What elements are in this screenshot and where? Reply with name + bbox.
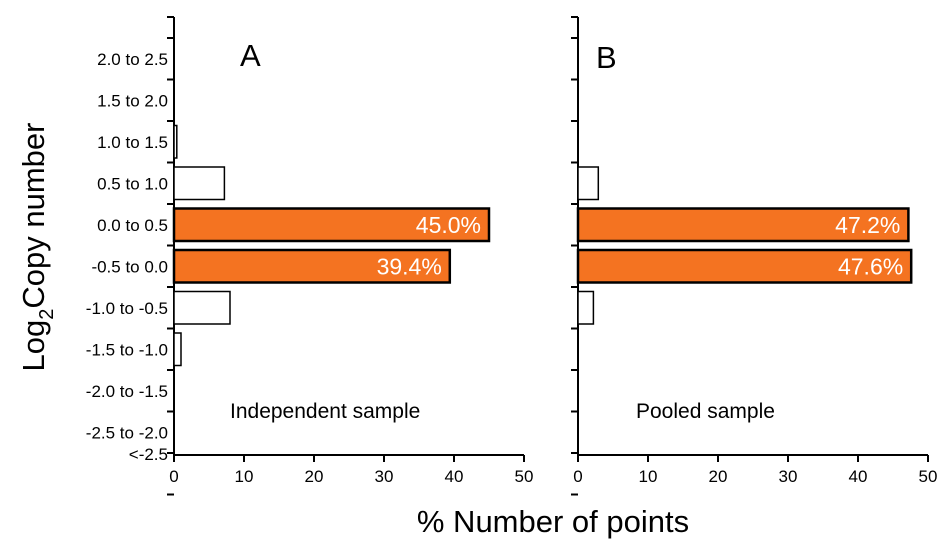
bar-highlighted [172, 248, 452, 284]
x-tick-label: 0 [573, 467, 582, 486]
x-tick-label: 20 [305, 467, 324, 486]
bar-plain [173, 124, 178, 159]
category-label: 2.0 to 2.5 [97, 50, 168, 69]
y-axis-label-subscript: 2 [36, 309, 58, 320]
x-tick-label: 20 [709, 467, 728, 486]
bar-highlighted [576, 207, 910, 243]
category-label: <-2.5 [129, 445, 168, 464]
x-tick-label: 50 [919, 467, 938, 486]
bar-plain [173, 290, 231, 325]
category-label: 1.0 to 1.5 [97, 133, 168, 152]
panel-a: 0 10 20 30 40 50 <-2.5 -2.5 to -2.0 -2.0 to -1.5… [86, 16, 534, 496]
x-tick-label: 10 [235, 467, 254, 486]
bar-data-label: 47.6% [838, 253, 903, 279]
x-tick-label: 0 [169, 467, 178, 486]
x-tick-label: 50 [515, 467, 534, 486]
bar-highlighted [576, 248, 913, 284]
panel-label: B [596, 40, 617, 75]
panel-b: 0 10 20 30 40 50 47.6% 47.2% B Pooled sample [571, 16, 938, 496]
category-label: -1.5 to -1.0 [86, 340, 168, 359]
bar-highlighted [172, 207, 491, 243]
x-tick-label: 30 [779, 467, 798, 486]
bar-plain [173, 332, 182, 367]
x-tick-label: 30 [375, 467, 394, 486]
category-label: -1.0 to -0.5 [86, 299, 168, 318]
y-axis-label: Log2Copy number [16, 123, 58, 372]
x-tick-label: 10 [639, 467, 658, 486]
panel-caption: Pooled sample [636, 400, 775, 423]
category-label: -2.0 to -1.5 [86, 382, 168, 401]
category-label: -0.5 to 0.0 [91, 257, 168, 276]
panel-caption: Independent sample [230, 400, 420, 423]
bar-plain [173, 166, 226, 201]
category-label: -2.5 to -2.0 [86, 423, 168, 442]
x-tick-label: 40 [445, 467, 464, 486]
panel-label: A [240, 38, 261, 73]
bar-data-label: 45.0% [416, 212, 481, 238]
category-label: 0.5 to 1.0 [97, 174, 168, 193]
bar-data-label: 39.4% [377, 253, 442, 279]
bar-plain [577, 290, 595, 325]
category-label: 1.5 to 2.0 [97, 91, 168, 110]
category-label: 0.0 to 0.5 [97, 216, 168, 235]
x-tick-label: 40 [849, 467, 868, 486]
bar-data-label: 47.2% [835, 212, 900, 238]
bar-plain [577, 166, 600, 201]
x-axis-label: % Number of points [417, 504, 689, 539]
